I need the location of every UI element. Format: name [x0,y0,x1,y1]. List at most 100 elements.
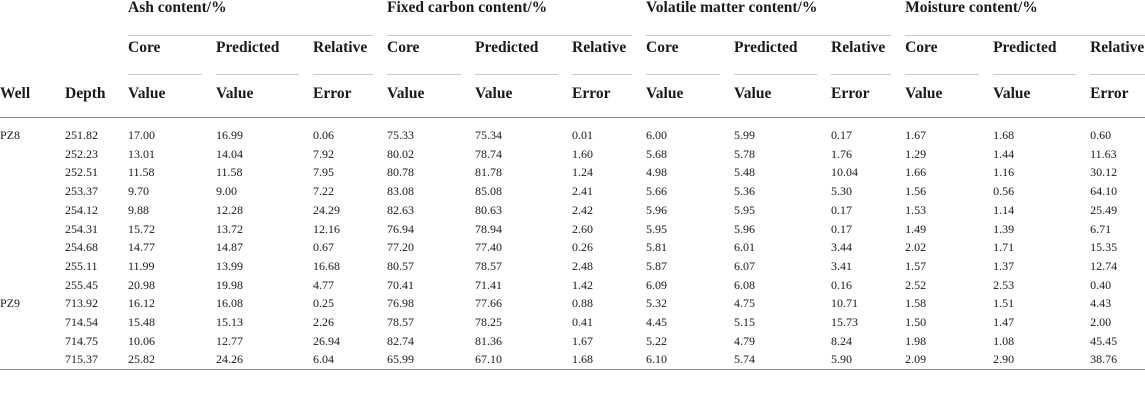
subheader-value: Value [387,84,476,118]
cell-value: 5.95 [734,202,756,217]
cell-value: 11.99 [128,258,155,273]
cell-value: 2.41 [572,184,594,199]
cell-value: 80.78 [387,165,415,180]
cell-well [0,182,65,201]
cell-value: 2.26 [313,315,334,330]
cell-value: 2.00 [1090,315,1112,330]
cell-depth: 252.51 [65,165,98,180]
cell-value: 1.08 [993,333,1015,348]
cell-depth: 255.11 [65,258,98,273]
cell-value: 12.74 [1090,258,1118,273]
subheader-predicted: Predicted [734,36,831,84]
cell-value: 20.98 [128,277,155,292]
cell-value: 1.29 [905,146,927,161]
subheader-relative: Relative [572,36,646,84]
column-header-well: Well [0,84,65,118]
table-row: 254.68 14.77 14.87 0.67 77.20 77.40 0.26 5.81 6.… [0,238,1145,257]
cell-value: 6.09 [646,277,668,292]
cell-value: 0.17 [831,221,853,236]
cell-value: 1.44 [993,146,1015,161]
cell-value: 13.99 [216,258,243,273]
cell-value: 82.63 [387,202,415,217]
cell-value: 38.76 [1090,350,1145,371]
subheader-relative: Relative [831,36,905,84]
subheader-value: Value [475,84,573,118]
cell-value: 2.53 [993,277,1015,292]
table-header: Ash content/% Fixed carbon content/% Vol… [0,0,1145,118]
table-row: 252.51 11.58 11.58 7.95 80.78 81.78 1.24 4.98 5.… [0,163,1145,182]
cell-value: 6.01 [734,240,756,255]
cell-value: 1.47 [993,315,1015,330]
cell-value: 77.66 [475,296,503,311]
table-row: PZ9 713.92 16.12 16.08 0.25 76.98 77.66 0.88 5.3… [0,294,1145,313]
cell-value: 78.57 [387,315,415,330]
cell-value: 5.96 [646,202,668,217]
table-row: 714.75 10.06 12.77 26.94 82.74 81.36 1.67 5.22 4… [0,332,1145,351]
cell-well [0,332,65,351]
cell-value: 4.79 [734,333,756,348]
cell-value: 75.34 [475,128,503,142]
cell-value: 64.10 [1090,184,1118,199]
subheader-predicted: Predicted [993,36,1090,84]
cell-value: 1.49 [905,221,927,236]
cell-depth: 252.23 [65,146,98,161]
cell-value: 76.94 [387,221,415,236]
cell-value: 3.41 [831,258,853,273]
subheader-error: Error [313,84,388,118]
cell-value: 14.77 [128,240,155,255]
cell-depth: 714.54 [65,315,98,330]
cell-value: 14.87 [216,240,243,255]
cell-value: 10.04 [831,165,859,180]
cell-value: 6.00 [646,128,668,142]
column-header-depth: Depth [65,84,128,118]
cell-value: 24.26 [216,350,313,371]
cell-value: 6.07 [734,258,756,273]
cell-value: 9.88 [128,202,149,217]
cell-value: 2.09 [905,350,994,371]
cell-value: 5.15 [734,315,756,330]
cell-value: 76.98 [387,296,415,311]
table-row: 254.12 9.88 12.28 24.29 82.63 80.63 2.42 5.96 5.… [0,201,1145,220]
cell-value: 81.36 [475,333,503,348]
cell-value: 13.72 [216,221,243,236]
cell-value: 4.77 [313,277,334,292]
cell-value: 0.17 [831,128,853,142]
cell-value: 0.56 [993,184,1015,199]
cell-value: 3.44 [831,240,853,255]
cell-value: 16.12 [128,296,155,311]
cell-well [0,163,65,182]
cell-value: 5.48 [734,165,756,180]
subheader-row-top: Core Predicted Relative Core Predicted R… [0,36,1145,84]
cell-depth: 713.92 [65,296,98,311]
subheader-error: Error [1090,84,1145,118]
cell-value: 2.42 [572,202,594,217]
cell-value: 24.29 [313,202,340,217]
cell-well [0,313,65,332]
cell-value: 15.73 [831,315,859,330]
cell-value: 15.72 [128,221,155,236]
cell-value: 1.24 [572,165,594,180]
cell-value: 2.48 [572,258,594,273]
cell-value: 11.63 [1090,146,1117,161]
cell-value: 14.04 [216,146,243,161]
cell-value: 1.37 [993,258,1015,273]
cell-value: 1.51 [993,296,1015,311]
cell-value: 78.25 [475,315,503,330]
cell-value: 10.71 [831,296,859,311]
cell-value: 78.94 [475,221,503,236]
cell-value: 5.90 [831,350,906,371]
cell-value: 6.71 [1090,221,1112,236]
cell-value: 16.99 [216,128,243,142]
cell-value: 85.08 [475,184,503,199]
cell-depth: 254.68 [65,240,98,255]
cell-value: 5.99 [734,128,756,142]
cell-value: 2.60 [572,221,594,236]
table-row: 714.54 15.48 15.13 2.26 78.57 78.25 0.41 4.45 5.… [0,313,1145,332]
cell-value: 5.96 [734,221,756,236]
cell-depth: 254.12 [65,202,98,217]
cell-value: 1.42 [572,277,594,292]
cell-value: 15.35 [1090,240,1118,255]
cell-value: 12.16 [313,221,340,236]
cell-value: 1.76 [831,146,853,161]
cell-value: 1.56 [905,184,927,199]
